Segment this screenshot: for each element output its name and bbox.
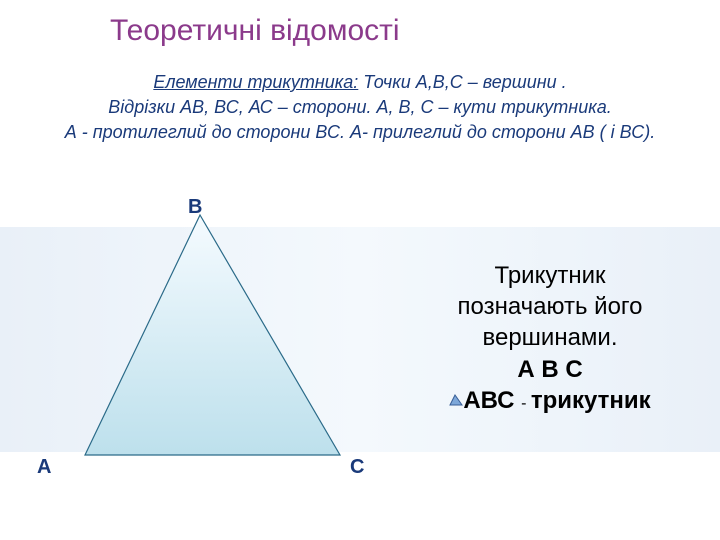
rt-line1: Трикутник [495,262,606,289]
page-title: Теоретичні відомості [110,14,400,48]
vertex-label-c: С [350,456,364,479]
elements-description: Елементи трикутника: Точки А,В,С – верши… [40,70,680,146]
subtitle-label: Елементи трикутника: [153,72,358,92]
rt-line4: А В С [517,356,582,383]
rt-line3: вершинами. [482,324,617,351]
vertex-label-b: В [188,196,202,219]
rt-line5b: трикутник [531,387,651,414]
subtitle-line3: А - протилеглий до сторони ВС. А- прилег… [65,122,656,142]
notation-text: Трикутник позначають його вершинами. А В… [410,260,690,416]
subtitle-rest1: Точки А,В,С – вершини . [358,72,566,92]
vertex-label-a: А [37,456,51,479]
triangle-diagram [60,200,380,490]
rt-line5a: АВС [463,387,521,414]
triangle-icon [449,383,463,414]
triangle-shape [60,200,380,490]
rt-dash: - [521,395,531,412]
rt-line2: позначають його [458,293,643,320]
subtitle-line2: Відрізки АВ, ВС, АС – сторони. А, В, С –… [108,97,611,117]
title-text: Теоретичні відомості [110,14,400,47]
